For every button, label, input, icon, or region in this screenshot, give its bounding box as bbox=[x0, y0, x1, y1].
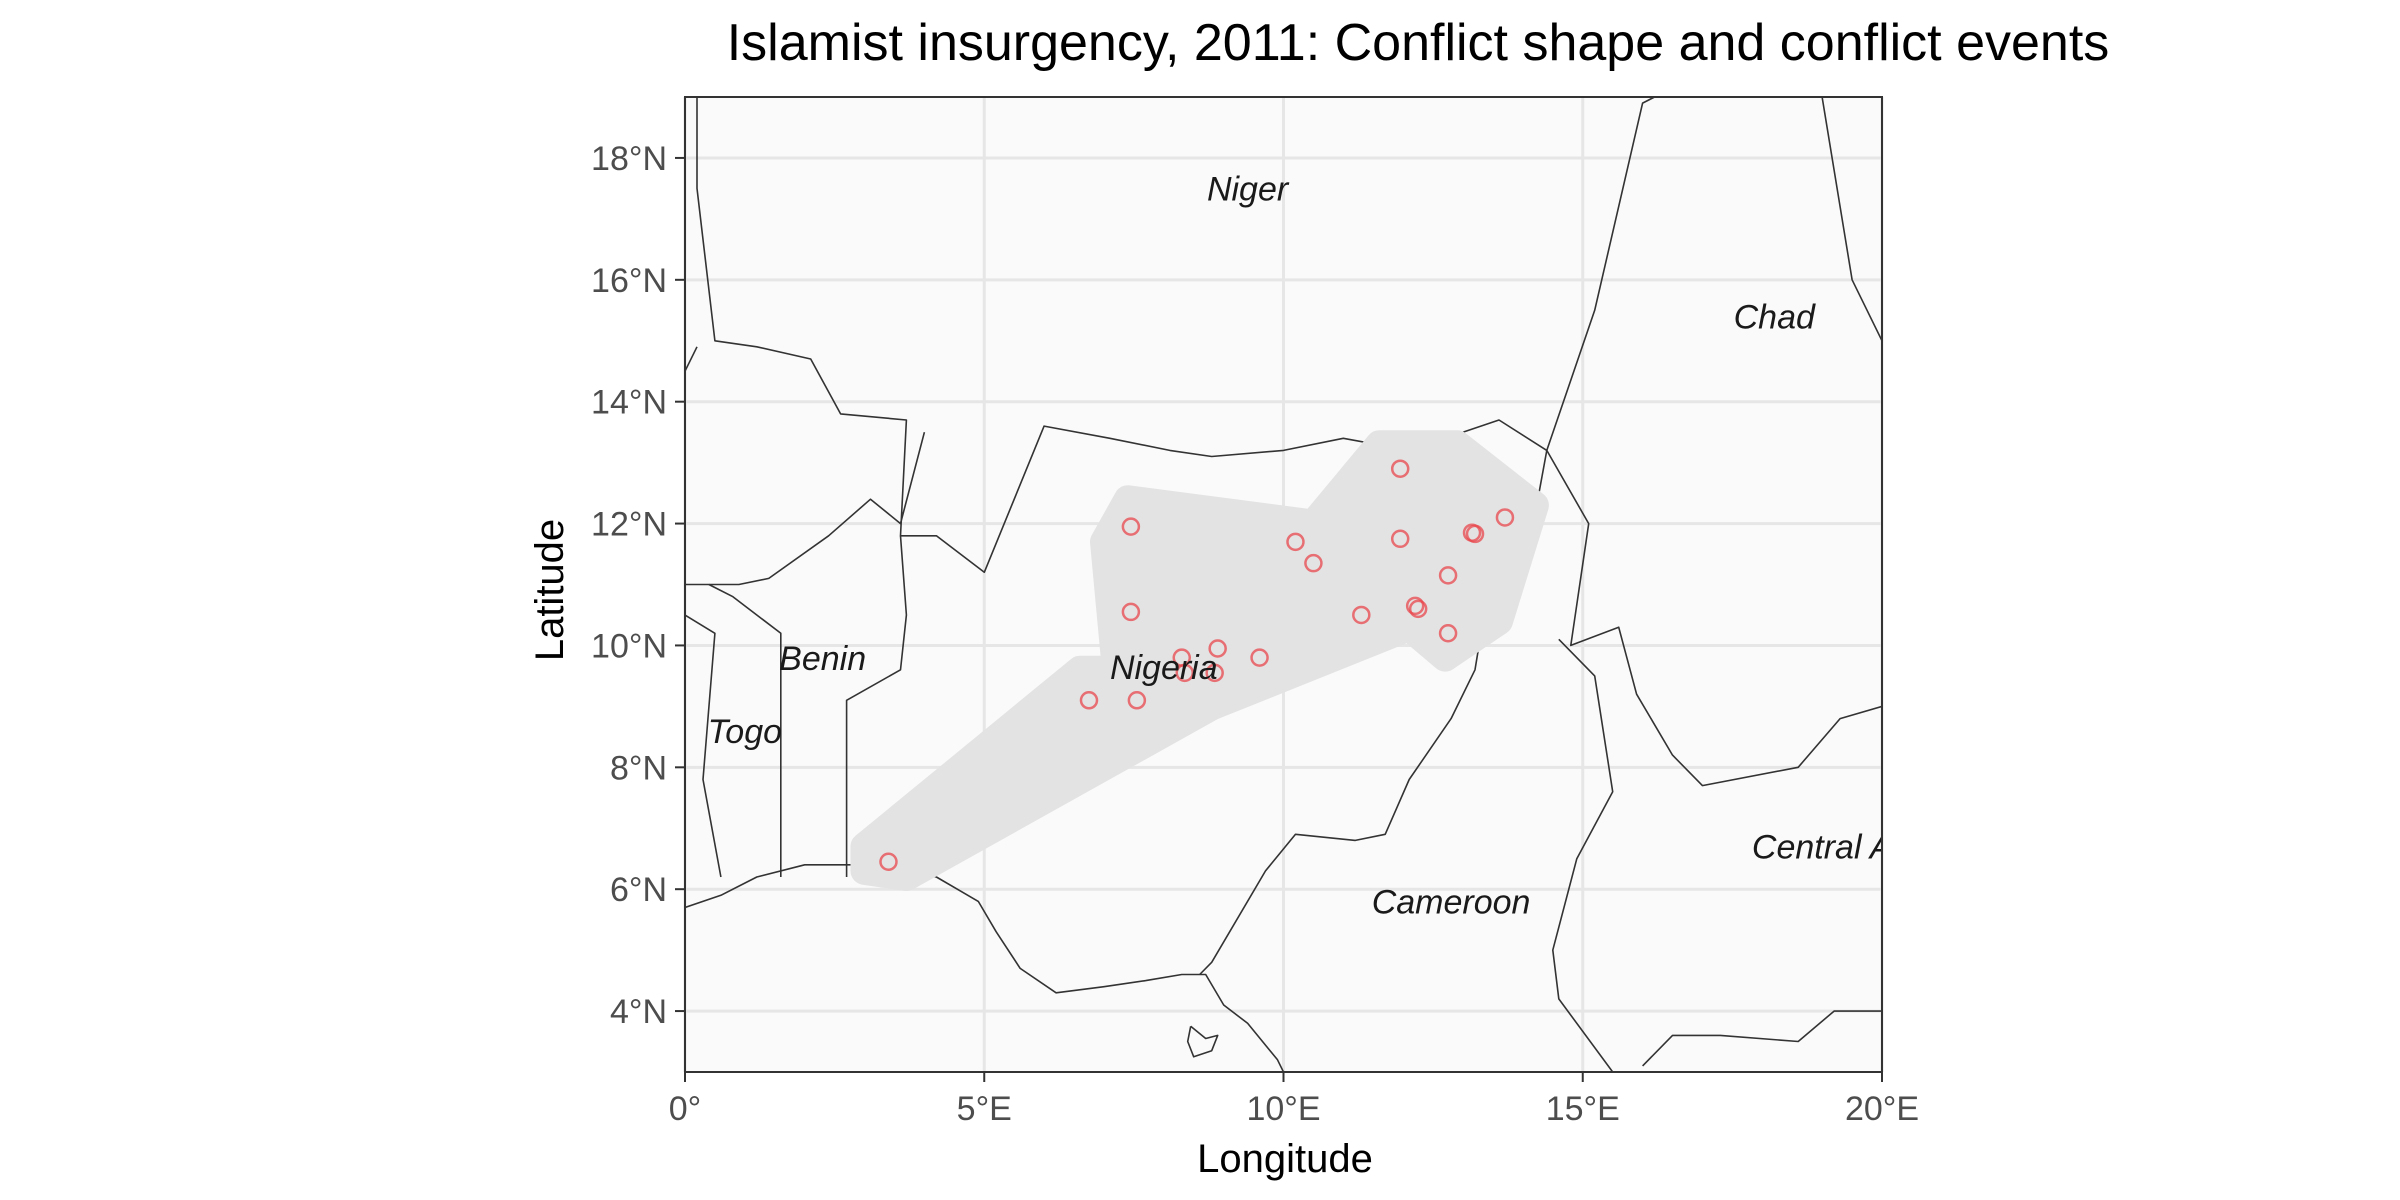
x-tick-label: 0° bbox=[669, 1090, 702, 1128]
conflict-event-point bbox=[1250, 648, 1269, 667]
country-label-chad: Chad bbox=[1734, 299, 1816, 337]
conflict-event-point bbox=[1390, 529, 1410, 549]
country-border bbox=[685, 614, 722, 878]
y-axis-title: Latitude bbox=[528, 519, 572, 661]
x-tick-label: 10°E bbox=[1246, 1090, 1320, 1128]
conflict-event-point bbox=[879, 852, 898, 872]
conflict-event-point bbox=[1208, 639, 1227, 658]
conflict-event-point bbox=[1121, 517, 1141, 536]
conflict-event-point bbox=[1079, 691, 1099, 710]
conflict-event-point bbox=[1495, 508, 1515, 527]
plot-title: Islamist insurgency, 2011: Conflict shap… bbox=[727, 14, 2110, 72]
country-border bbox=[1546, 450, 1882, 787]
x-axis-title: Longitude bbox=[1197, 1137, 1373, 1181]
conflict-event-point bbox=[1465, 524, 1485, 544]
map-panel: Niger Chad Benin Togo Nigeria Cameroon Central… bbox=[683, 96, 1892, 1073]
country-border bbox=[696, 97, 1655, 574]
conflict-event-point bbox=[1438, 566, 1458, 585]
y-tick-label: 8°N bbox=[610, 749, 667, 787]
y-tick-label: 14°N bbox=[591, 384, 667, 422]
country-border bbox=[685, 431, 926, 586]
x-tick-label: 5°E bbox=[957, 1090, 1012, 1128]
y-axis: 4°N 6°N 8°N 10°N 12°N 14°N 16°N 18°N bbox=[591, 140, 685, 1031]
conflict-event-point bbox=[1175, 663, 1194, 683]
conflict-event-point bbox=[1205, 663, 1224, 683]
x-tick-label: 15°E bbox=[1546, 1090, 1620, 1128]
conflict-events bbox=[879, 459, 1515, 872]
island-bioko bbox=[1186, 1025, 1219, 1058]
country-label-togo: Togo bbox=[708, 713, 782, 751]
conflict-event-point bbox=[1286, 532, 1305, 552]
country-border bbox=[1552, 638, 1614, 1072]
conflict-event-point bbox=[1390, 459, 1410, 478]
country-label-niger: Niger bbox=[1207, 171, 1290, 209]
conflict-event-point bbox=[1127, 691, 1147, 710]
conflict-shape bbox=[850, 430, 1549, 891]
y-tick-label: 6°N bbox=[610, 871, 667, 909]
conflict-event-point bbox=[1405, 596, 1425, 616]
country-border bbox=[845, 535, 908, 877]
country-border bbox=[1821, 97, 1882, 342]
y-tick-label: 16°N bbox=[591, 262, 667, 300]
country-label-benin: Benin bbox=[779, 640, 866, 678]
country-label-nigeria: Nigeria bbox=[1110, 649, 1218, 687]
country-labels: Niger Chad Benin Togo Nigeria Cameroon Central… bbox=[708, 171, 1892, 922]
conflict-shape-polygon bbox=[850, 430, 1549, 891]
country-border bbox=[685, 346, 698, 372]
country-label-central-a: Central A bbox=[1752, 829, 1892, 867]
conflict-event-point bbox=[1304, 553, 1323, 573]
country-borders bbox=[685, 97, 1882, 1072]
coastline bbox=[685, 863, 1285, 1072]
y-tick-label: 4°N bbox=[610, 993, 667, 1031]
x-tick-label: 20°E bbox=[1845, 1090, 1919, 1128]
conflict-event-point bbox=[1438, 624, 1458, 643]
x-axis: 0° 5°E 10°E 15°E 20°E bbox=[669, 1072, 1919, 1128]
country-border bbox=[1642, 1010, 1882, 1067]
y-tick-label: 18°N bbox=[591, 140, 667, 178]
conflict-event-point bbox=[1408, 599, 1428, 619]
conflict-event-point bbox=[1121, 602, 1141, 622]
y-tick-label: 12°N bbox=[591, 506, 667, 544]
country-label-cameroon: Cameroon bbox=[1372, 884, 1531, 922]
y-tick-label: 10°N bbox=[591, 627, 667, 665]
country-border bbox=[708, 583, 782, 877]
conflict-event-point bbox=[1352, 605, 1371, 625]
